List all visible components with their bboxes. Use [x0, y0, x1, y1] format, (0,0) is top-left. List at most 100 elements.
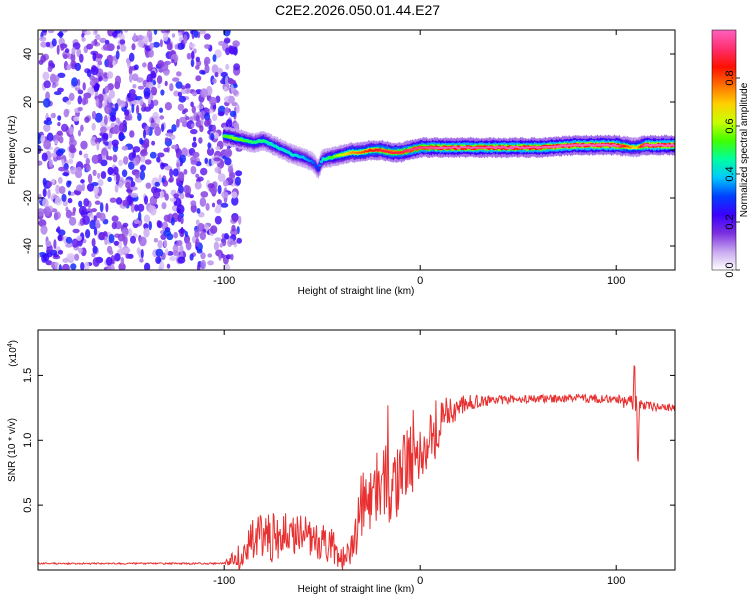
noise-blob [224, 148, 233, 158]
noise-blob [183, 169, 188, 175]
noise-blob [50, 261, 55, 269]
noise-blob [135, 171, 140, 179]
noise-blob [127, 59, 131, 69]
snr-panel: -100 0 100 0.5 1.0 1.5 Height of straight li… [7, 329, 676, 595]
noise-blob [54, 265, 58, 270]
noise-blob [106, 71, 114, 79]
noise-blob [113, 166, 119, 175]
noise-blob [169, 83, 174, 92]
noise-blob [217, 184, 222, 195]
noise-blob [185, 83, 191, 90]
noise-blob [226, 254, 232, 260]
noise-blob [108, 156, 113, 161]
noise-blob [153, 237, 159, 243]
noise-blob [143, 214, 151, 223]
noise-blob [57, 72, 66, 79]
noise-blob [199, 231, 206, 241]
noise-blob [51, 38, 57, 47]
noise-blob [99, 126, 107, 134]
noise-blob [174, 44, 179, 50]
noise-blob [225, 63, 230, 70]
noise-blob [213, 157, 221, 162]
noise-blob [54, 139, 59, 145]
noise-blob [47, 65, 53, 73]
noise-blob [128, 89, 136, 95]
noise-blob [143, 227, 150, 238]
noise-blob [92, 257, 100, 267]
noise-blob [139, 137, 144, 145]
noise-blob [75, 184, 84, 193]
noise-blob [163, 239, 168, 248]
noise-blob [166, 263, 171, 269]
noise-blob [51, 75, 60, 83]
noise-blob [128, 52, 135, 62]
noise-blob [212, 54, 217, 62]
noise-blob [61, 193, 67, 202]
noise-blob [74, 190, 81, 196]
noise-blob [70, 52, 76, 63]
noise-blob [47, 30, 55, 34]
noise-blob [170, 217, 175, 226]
noise-blob [86, 69, 92, 78]
noise-blob [227, 165, 234, 174]
noise-blob [64, 48, 70, 54]
noise-blob [45, 260, 53, 266]
noise-blob [155, 248, 164, 257]
noise-blob [221, 191, 229, 199]
noise-blob [46, 117, 52, 122]
noise-blob [40, 41, 48, 48]
noise-blob [130, 192, 138, 198]
noise-blob [139, 164, 146, 172]
noise-blob [77, 106, 83, 112]
noise-blob [41, 30, 48, 33]
noise-blob [39, 36, 47, 42]
x-tick-label: 0 [417, 275, 423, 287]
noise-blob [177, 213, 182, 223]
noise-blob [46, 252, 53, 258]
noise-blob [95, 53, 103, 59]
y-tick-label: 1.0 [22, 433, 34, 448]
noise-blob [191, 50, 195, 60]
noise-blob [149, 205, 157, 216]
noise-blob [173, 250, 180, 257]
snr-x-label: Height of straight line (km) [298, 584, 415, 595]
noise-blob [79, 53, 84, 63]
noise-blob [228, 171, 236, 179]
noise-blob [159, 39, 163, 48]
noise-blob [217, 173, 226, 182]
noise-blob [66, 64, 72, 71]
noise-blob [92, 245, 98, 254]
noise-blob [190, 101, 194, 108]
noise-blob [223, 263, 231, 270]
noise-blob [178, 95, 186, 103]
noise-blob [172, 168, 179, 177]
noise-blob [200, 167, 208, 176]
ridge-cell [401, 151, 405, 154]
noise-blob [104, 85, 110, 94]
noise-blob [179, 154, 186, 164]
noise-blob [72, 207, 77, 213]
spectrogram-x-axis: -100 0 100 [213, 30, 625, 287]
noise-blob [81, 182, 85, 192]
noise-blob [105, 202, 109, 213]
noise-blob [99, 212, 106, 222]
noise-blob [195, 173, 200, 178]
noise-blob [108, 250, 114, 255]
y-tick-label: 40 [22, 48, 34, 60]
noise-blob [171, 33, 176, 38]
noise-blob [62, 53, 68, 60]
noise-blob [115, 173, 120, 183]
noise-blob [195, 114, 200, 122]
noise-blob [80, 262, 85, 270]
noise-blob [106, 63, 113, 68]
noise-blob [142, 62, 147, 68]
noise-blob [160, 89, 165, 96]
ridge-cell [280, 148, 284, 151]
noise-blob [175, 177, 181, 183]
noise-blob [132, 84, 137, 89]
noise-blob [68, 158, 74, 165]
noise-blob [176, 240, 183, 246]
noise-blob [193, 30, 199, 38]
noise-blob [72, 42, 81, 50]
noise-blob [149, 42, 155, 49]
